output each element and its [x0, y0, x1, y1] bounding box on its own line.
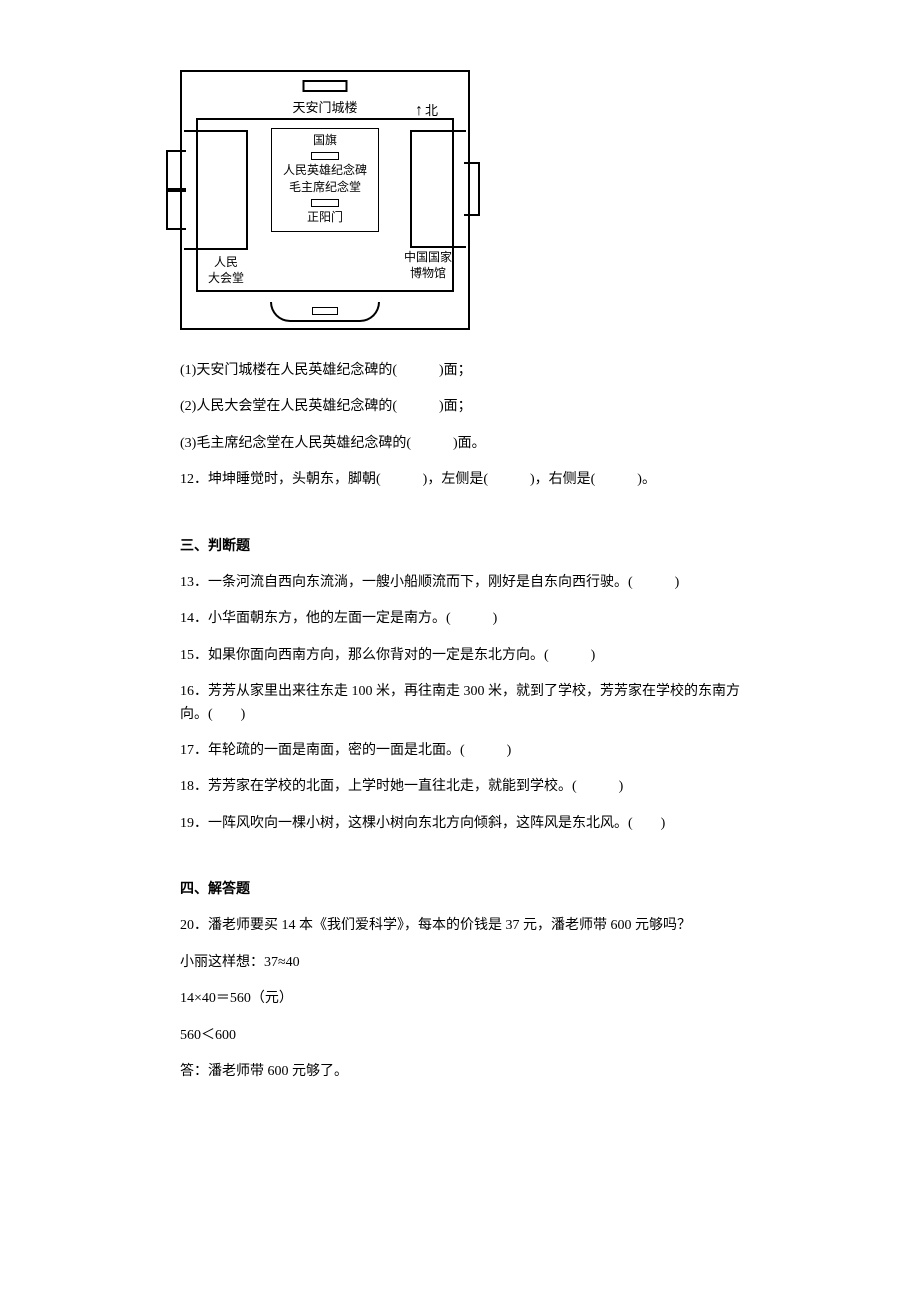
- center-column: 国旗 人民英雄纪念碑 毛主席纪念堂 正阳门: [271, 128, 379, 232]
- diagram-top-rect: [303, 80, 348, 92]
- q20-line3: 14×40＝560（元）: [180, 988, 740, 1010]
- q14: 14．小华面朝东方，他的左面一定是南方。( ): [180, 608, 740, 630]
- bottom-arc: [270, 302, 380, 322]
- q19: 19．一阵风吹向一棵小树，这棵小树向东北方向倾斜，这阵风是东北风。( ): [180, 813, 740, 835]
- q12: 12．坤坤睡觉时，头朝东，脚朝( )，左侧是( )，右侧是( )。: [180, 469, 740, 491]
- q20-line5: 答：潘老师带 600 元够了。: [180, 1061, 740, 1083]
- diagram-inner: 人民 大会堂 国旗 人民英雄纪念碑 毛主席纪念堂 正阳门 中国国家 博物馆: [196, 118, 454, 292]
- center-box2: [311, 199, 339, 207]
- left-label-l1: 人民: [194, 255, 258, 271]
- center-l2: 人民英雄纪念碑: [283, 163, 367, 179]
- center-l1: 国旗: [313, 133, 337, 149]
- right-building-label: 中国国家 博物馆: [396, 250, 460, 281]
- left-building-shape: [184, 130, 248, 250]
- q15: 15．如果你面向西南方向，那么你背对的一定是东北方向。( ): [180, 645, 740, 667]
- right-building: [410, 130, 466, 248]
- left-building: [184, 130, 248, 250]
- center-l3: 毛主席纪念堂: [289, 180, 361, 196]
- right-label-l1: 中国国家: [396, 250, 460, 266]
- q11-2: (2)人民大会堂在人民英雄纪念碑的( )面；: [180, 396, 740, 418]
- right-label-l2: 博物馆: [396, 266, 460, 282]
- center-box1: [311, 152, 339, 160]
- left-building-label: 人民 大会堂: [194, 255, 258, 286]
- q20-line1: 20．潘老师要买 14 本《我们爱科学》，每本的价钱是 37 元，潘老师带 60…: [180, 915, 740, 937]
- q11-3: (3)毛主席纪念堂在人民英雄纪念碑的( )面。: [180, 433, 740, 455]
- center-l4: 正阳门: [307, 210, 343, 226]
- q20-line4: 560＜600: [180, 1025, 740, 1047]
- diagram-outer: 天安门城楼 北 人民 大会堂 国旗 人民英雄纪念碑 毛主席纪念堂 正阳门: [180, 70, 470, 330]
- q17: 17．年轮疏的一面是南面，密的一面是北面。( ): [180, 740, 740, 762]
- q18: 18．芳芳家在学校的北面，上学时她一直往北走，就能到学校。( ): [180, 776, 740, 798]
- left-label-l2: 大会堂: [194, 271, 258, 287]
- q16: 16．芳芳从家里出来往东走 100 米，再往南走 300 米，就到了学校，芳芳家…: [180, 681, 740, 726]
- map-diagram: 天安门城楼 北 人民 大会堂 国旗 人民英雄纪念碑 毛主席纪念堂 正阳门: [180, 70, 740, 330]
- right-building-shape: [410, 130, 466, 248]
- q11-1: (1)天安门城楼在人民英雄纪念碑的( )面；: [180, 360, 740, 382]
- section4-heading: 四、解答题: [180, 879, 740, 901]
- section3-heading: 三、判断题: [180, 536, 740, 558]
- diagram-title-top: 天安门城楼: [292, 98, 357, 119]
- q13: 13．一条河流自西向东流淌，一艘小船顺流而下，刚好是自东向西行驶。( ): [180, 572, 740, 594]
- q20-line2: 小丽这样想：37≈40: [180, 952, 740, 974]
